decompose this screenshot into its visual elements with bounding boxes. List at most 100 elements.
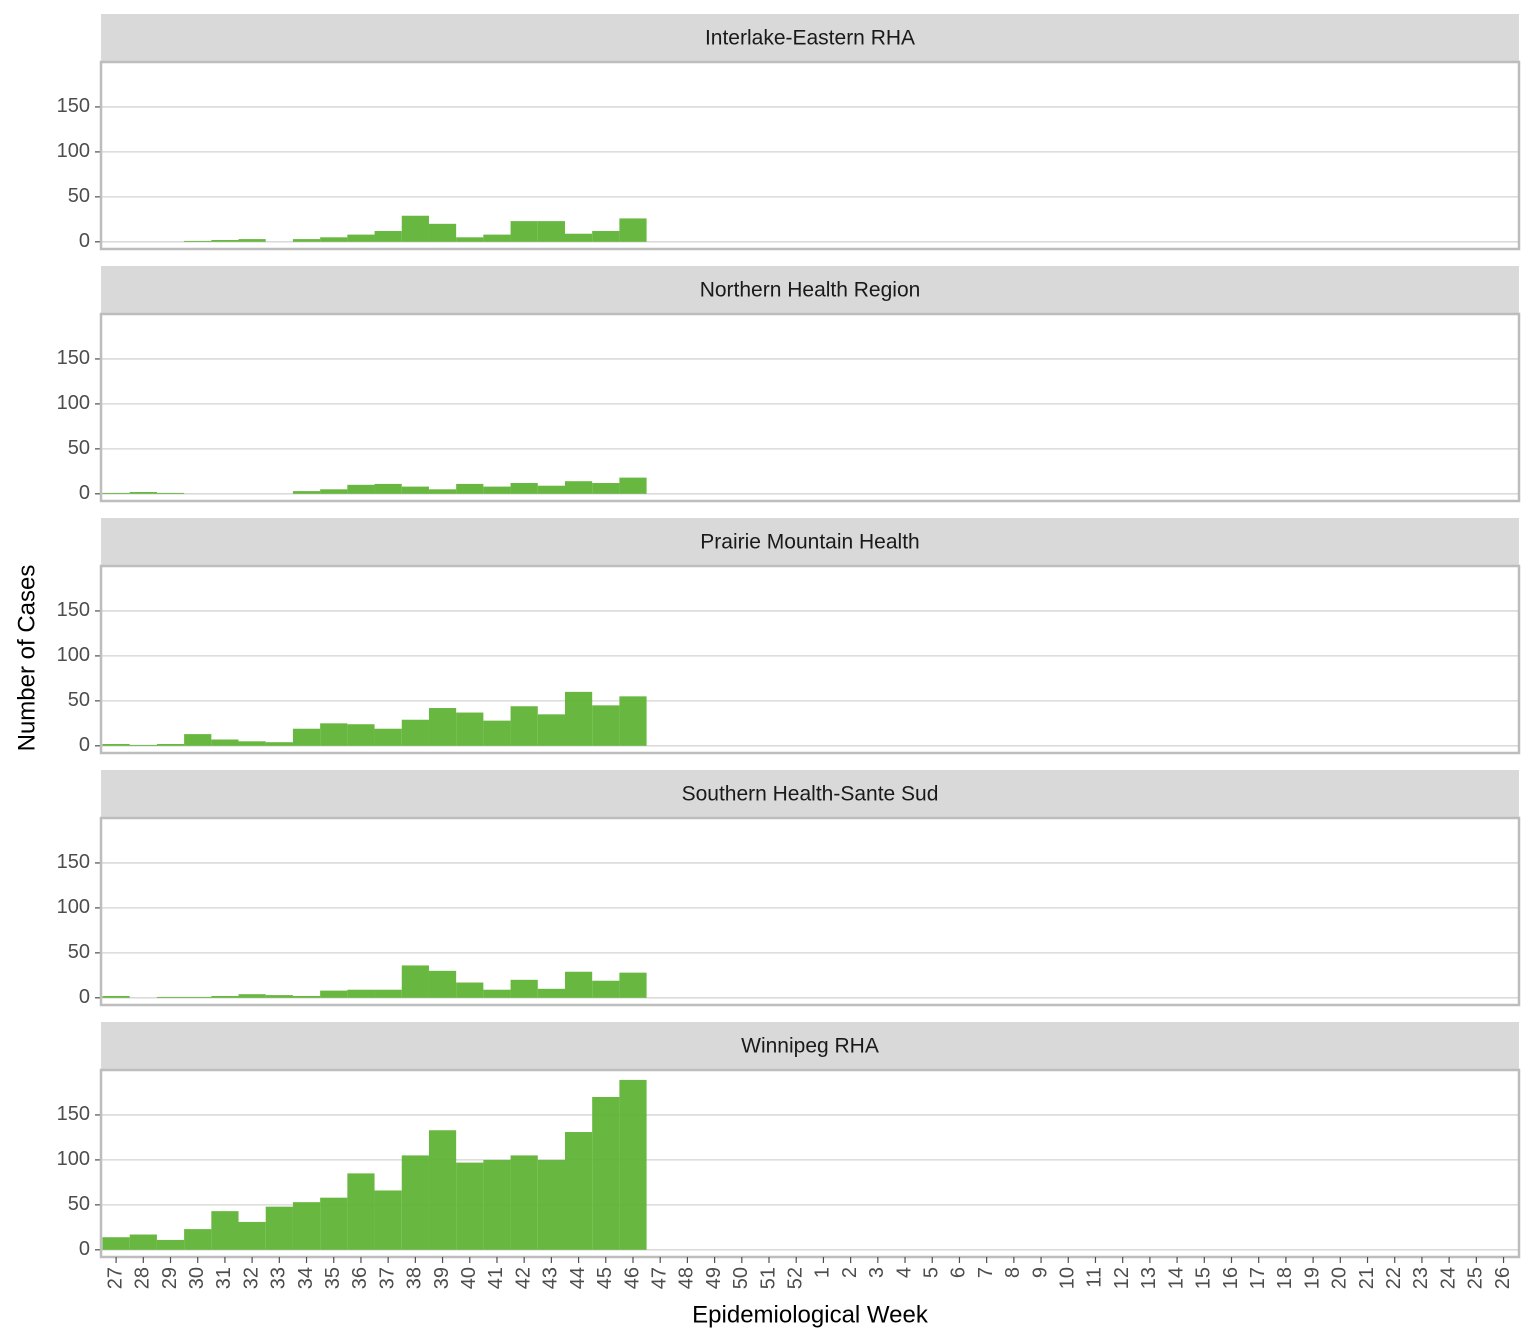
bar bbox=[129, 1234, 157, 1250]
x-tick-label: 7 bbox=[975, 1267, 997, 1278]
bar bbox=[374, 989, 402, 998]
bar bbox=[456, 712, 484, 746]
bar bbox=[265, 742, 293, 746]
bar bbox=[401, 719, 429, 746]
bar bbox=[564, 1132, 593, 1250]
y-tick-label: 100 bbox=[57, 1148, 90, 1170]
bar bbox=[184, 734, 212, 746]
panel-border bbox=[99, 816, 1521, 1007]
facet-strip bbox=[101, 770, 1519, 817]
bar bbox=[102, 996, 130, 998]
bar bbox=[347, 484, 375, 494]
x-tick-label: 41 bbox=[485, 1267, 507, 1289]
x-tick-label: 16 bbox=[1220, 1267, 1242, 1289]
bar bbox=[184, 996, 212, 998]
bar bbox=[564, 691, 593, 746]
x-tick-label: 36 bbox=[349, 1267, 371, 1289]
bar bbox=[428, 708, 457, 746]
bar bbox=[156, 996, 185, 998]
x-tick-label: 51 bbox=[757, 1267, 779, 1289]
bar bbox=[564, 481, 593, 494]
bar bbox=[510, 221, 538, 242]
panel-border bbox=[99, 60, 1521, 251]
x-tick-label: 17 bbox=[1247, 1267, 1269, 1289]
y-tick-label: 100 bbox=[57, 392, 90, 414]
x-tick-label: 40 bbox=[458, 1267, 480, 1289]
bar bbox=[347, 1173, 375, 1250]
x-tick-label: 34 bbox=[295, 1267, 317, 1289]
bar bbox=[129, 492, 157, 494]
bar bbox=[320, 1197, 348, 1250]
x-tick-label: 26 bbox=[1492, 1267, 1514, 1289]
x-tick-label: 2 bbox=[839, 1267, 861, 1278]
x-tick-label: 18 bbox=[1274, 1267, 1296, 1289]
y-tick-label: 150 bbox=[57, 599, 90, 621]
y-tick-label: 100 bbox=[57, 140, 90, 162]
bar bbox=[211, 240, 239, 242]
panel-border bbox=[99, 1068, 1521, 1259]
bar bbox=[619, 1079, 647, 1250]
x-tick-label: 10 bbox=[1057, 1267, 1079, 1289]
bar bbox=[428, 223, 457, 242]
x-tick-label: 13 bbox=[1138, 1267, 1160, 1289]
bar bbox=[102, 744, 130, 746]
y-tick-label: 150 bbox=[57, 851, 90, 873]
y-tick-label: 0 bbox=[79, 986, 90, 1008]
facet-title: Winnipeg RHA bbox=[741, 1035, 879, 1058]
bar bbox=[592, 231, 620, 242]
x-tick-label: 50 bbox=[730, 1267, 752, 1289]
bar bbox=[156, 1239, 185, 1250]
bar bbox=[320, 990, 348, 998]
y-tick-label: 0 bbox=[79, 734, 90, 756]
bar bbox=[184, 1229, 212, 1250]
x-tick-label: 52 bbox=[784, 1267, 806, 1289]
x-tick-label: 20 bbox=[1329, 1267, 1351, 1289]
bar bbox=[374, 1190, 402, 1250]
facet-strip bbox=[101, 518, 1519, 565]
facet-title: Prairie Mountain Health bbox=[700, 531, 919, 554]
bar bbox=[428, 489, 457, 494]
x-tick-label: 29 bbox=[159, 1267, 181, 1289]
y-tick-label: 0 bbox=[79, 1238, 90, 1260]
bar bbox=[483, 486, 511, 494]
facet-strip bbox=[101, 266, 1519, 313]
bar bbox=[238, 239, 266, 242]
bar bbox=[401, 1155, 429, 1250]
x-tick-label: 25 bbox=[1465, 1267, 1487, 1289]
x-tick-label: 44 bbox=[567, 1267, 589, 1289]
bar bbox=[619, 218, 647, 242]
x-tick-label: 11 bbox=[1084, 1267, 1106, 1288]
y-tick-label: 100 bbox=[57, 896, 90, 918]
bar bbox=[483, 234, 511, 242]
bar bbox=[265, 995, 293, 998]
bar bbox=[320, 237, 348, 242]
x-tick-label: 33 bbox=[268, 1267, 290, 1289]
bar bbox=[374, 483, 402, 494]
bar bbox=[320, 723, 348, 746]
bar bbox=[320, 489, 348, 494]
x-tick-label: 19 bbox=[1301, 1267, 1323, 1289]
x-tick-label: 48 bbox=[676, 1267, 698, 1289]
bar bbox=[456, 237, 484, 242]
bar bbox=[211, 739, 239, 746]
bar bbox=[592, 980, 620, 998]
x-tick-label: 28 bbox=[132, 1267, 154, 1289]
x-tick-label: 12 bbox=[1111, 1267, 1133, 1289]
x-tick-label: 27 bbox=[104, 1267, 126, 1289]
bar bbox=[292, 491, 321, 494]
bar bbox=[456, 483, 484, 494]
panel-border bbox=[99, 564, 1521, 755]
y-tick-label: 50 bbox=[68, 941, 90, 963]
x-tick-label: 46 bbox=[621, 1267, 643, 1289]
x-tick-label: 14 bbox=[1165, 1267, 1187, 1289]
bar bbox=[510, 979, 538, 998]
bar bbox=[428, 970, 457, 998]
x-tick-label: 37 bbox=[376, 1267, 398, 1289]
x-tick-label: 1 bbox=[812, 1267, 834, 1278]
facet-strip bbox=[101, 1022, 1519, 1069]
bar bbox=[347, 724, 375, 746]
bar bbox=[537, 1159, 565, 1250]
bar bbox=[401, 965, 429, 998]
panel-border bbox=[99, 312, 1521, 503]
y-tick-label: 150 bbox=[57, 1103, 90, 1125]
